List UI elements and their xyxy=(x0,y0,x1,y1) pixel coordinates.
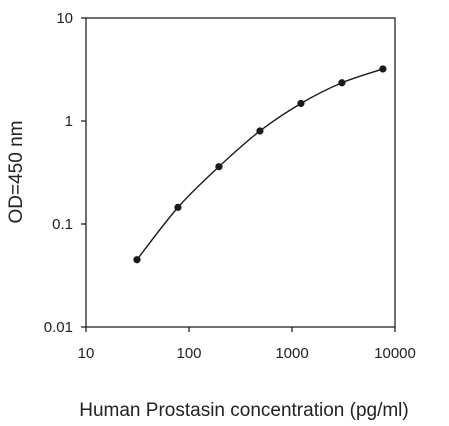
x-tick-label: 100 xyxy=(176,345,201,362)
data-point xyxy=(215,163,223,171)
data-point xyxy=(379,65,387,73)
x-tick-label: 10 xyxy=(78,345,95,362)
plot-frame xyxy=(85,17,396,328)
y-axis-ticks: 10 1 0.1 0.01 xyxy=(44,10,86,336)
data-point xyxy=(133,256,141,264)
series-points xyxy=(133,65,387,264)
data-point xyxy=(297,99,305,108)
y-tick-label: 10 xyxy=(56,10,73,27)
y-axis-title: OD=450 nm xyxy=(6,121,27,224)
y-tick-label: 1 xyxy=(65,113,73,130)
y-tick-label: 0.1 xyxy=(52,216,73,233)
x-axis-ticks: 10 100 1000 10000 xyxy=(78,327,416,362)
y-tick-label: 0.01 xyxy=(44,319,73,336)
x-axis-title: Human Prostasin concentration (pg/ml) xyxy=(79,400,408,421)
x-tick-label: 10000 xyxy=(374,345,416,362)
x-tick-label: 1000 xyxy=(275,345,308,362)
data-point xyxy=(174,203,182,211)
series-line xyxy=(136,68,384,261)
data-point xyxy=(256,127,264,135)
data-point xyxy=(338,79,346,87)
